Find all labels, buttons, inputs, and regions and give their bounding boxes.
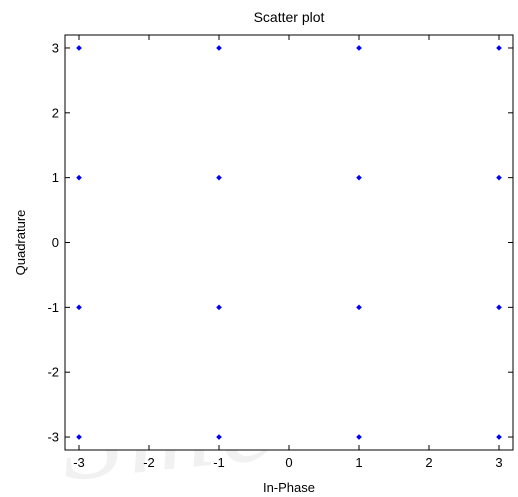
data-point bbox=[496, 304, 502, 311]
data-point bbox=[216, 434, 222, 440]
chart-title: Scatter plot bbox=[254, 9, 325, 25]
y-tick-label: -1 bbox=[47, 300, 59, 315]
x-axis-label: In-Phase bbox=[263, 480, 315, 495]
x-tick-label: -3 bbox=[73, 455, 85, 470]
data-point bbox=[356, 434, 362, 440]
data-point bbox=[496, 434, 502, 440]
data-point bbox=[76, 304, 82, 311]
y-tick-label: -2 bbox=[47, 365, 59, 380]
y-axis-label: Quadrature bbox=[13, 210, 28, 276]
x-tick-label: -1 bbox=[213, 455, 225, 470]
data-point bbox=[356, 174, 362, 181]
y-tick-label: 1 bbox=[52, 170, 59, 185]
data-point bbox=[76, 174, 82, 181]
x-tick-label: 1 bbox=[355, 455, 362, 470]
data-point bbox=[216, 304, 222, 311]
data-point bbox=[216, 174, 222, 181]
x-tick-label: 0 bbox=[285, 455, 292, 470]
plot-layer: -3 -2 -1 0 1 2 3 -3 -2 -1 0 1 2 3 bbox=[47, 34, 514, 470]
x-tick-label: 2 bbox=[425, 455, 432, 470]
data-point bbox=[356, 304, 362, 311]
y-tick-label: 2 bbox=[52, 105, 59, 120]
plot-frame bbox=[64, 34, 514, 451]
y-tick-label: 0 bbox=[52, 235, 59, 250]
y-tick-label: -3 bbox=[47, 430, 59, 445]
data-point bbox=[496, 174, 502, 181]
x-tick-label: -2 bbox=[143, 455, 155, 470]
x-tick-label: 3 bbox=[495, 455, 502, 470]
data-point bbox=[76, 434, 82, 440]
y-tick-label: 3 bbox=[52, 40, 59, 55]
